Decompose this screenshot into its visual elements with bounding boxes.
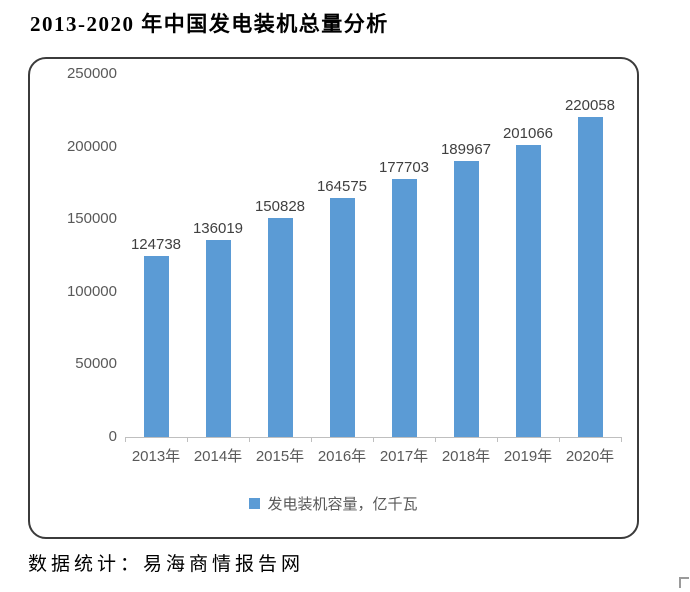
x-axis-tick bbox=[249, 437, 250, 442]
page-corner-mark-icon bbox=[679, 577, 689, 588]
document-title: 2013-2020 年中国发电装机总量分析 bbox=[30, 12, 389, 36]
x-axis-label-2014年: 2014年 bbox=[193, 448, 243, 465]
x-axis-tick bbox=[435, 437, 436, 442]
bar-value-label-2019年: 201066 bbox=[502, 125, 554, 143]
bar-2018年 bbox=[453, 161, 479, 437]
legend-marker-icon bbox=[249, 498, 261, 509]
x-axis-label-2016年: 2016年 bbox=[317, 448, 367, 465]
data-source-note: 数据统计：易海商情报告网 bbox=[28, 554, 305, 575]
x-axis-label-2015年: 2015年 bbox=[255, 448, 305, 465]
bar-value-label-2015年: 150828 bbox=[254, 197, 306, 215]
bar-2014年 bbox=[205, 239, 231, 437]
x-axis-tick bbox=[311, 437, 312, 442]
bar-value-label-2013年: 124738 bbox=[130, 235, 182, 253]
x-axis-tick bbox=[559, 437, 560, 442]
y-axis-tick-label: 250000 bbox=[66, 65, 117, 82]
y-axis-tick-label: 100000 bbox=[66, 282, 117, 300]
y-axis-tick-label: 150000 bbox=[66, 210, 117, 228]
x-axis-tick bbox=[125, 437, 126, 442]
bar-2016年 bbox=[329, 198, 355, 437]
legend: 发电装机容量，亿千瓦 bbox=[30, 493, 637, 514]
x-axis-label-2020年: 2020年 bbox=[565, 448, 615, 465]
bar-value-label-2020年: 220058 bbox=[564, 97, 616, 115]
legend-label: 发电装机容量，亿千瓦 bbox=[267, 496, 418, 513]
x-axis-tick bbox=[621, 437, 622, 442]
bar-value-label-2017年: 177703 bbox=[378, 158, 430, 176]
bar-2013年 bbox=[143, 255, 169, 437]
y-axis-tick-label: 50000 bbox=[75, 355, 117, 373]
x-axis-tick bbox=[187, 437, 188, 442]
y-axis-tick-label: 0 bbox=[108, 428, 117, 445]
bar-2015年 bbox=[267, 217, 293, 437]
y-axis-tick-label: 200000 bbox=[66, 137, 117, 155]
bar-value-label-2016年: 164575 bbox=[316, 178, 368, 196]
x-axis-tick bbox=[373, 437, 374, 442]
x-axis-label-2013年: 2013年 bbox=[131, 448, 181, 465]
x-axis-label-2018年: 2018年 bbox=[441, 448, 491, 465]
x-axis-label-2019年: 2019年 bbox=[503, 448, 553, 465]
bar-2020年 bbox=[577, 117, 603, 437]
bar-value-label-2018年: 189967 bbox=[440, 141, 492, 159]
bar-value-label-2014年: 136019 bbox=[192, 219, 244, 237]
plot-area: 0 50000 100000 150000 200000 250000 124738 2013… bbox=[30, 59, 637, 537]
x-axis-tick bbox=[497, 437, 498, 442]
bar-2017年 bbox=[391, 178, 417, 437]
bar-2019年 bbox=[515, 145, 541, 437]
x-axis-label-2017年: 2017年 bbox=[379, 448, 429, 465]
chart-frame[interactable]: 0 50000 100000 150000 200000 250000 124738 2013… bbox=[28, 57, 639, 539]
